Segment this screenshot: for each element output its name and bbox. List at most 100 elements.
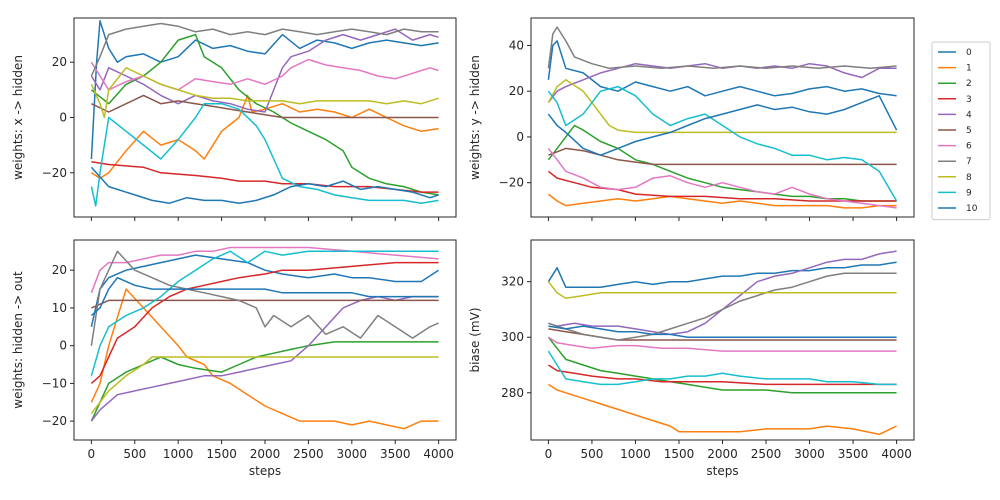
series-line-8	[90, 356, 439, 415]
series-line-5	[548, 147, 897, 166]
series-line-8	[547, 281, 897, 300]
x-axis-label: steps	[706, 464, 738, 478]
series-line-10	[90, 276, 439, 317]
x-tick-label: 4000	[423, 447, 454, 461]
series-line-0	[90, 254, 440, 327]
series-group	[547, 26, 898, 209]
series-line-0	[90, 20, 439, 160]
series-line-10	[547, 95, 898, 156]
series-line-7	[90, 22, 439, 77]
y-axis-label: weights: hidden -> out	[11, 271, 25, 409]
x-tick-label: 2000	[250, 447, 281, 461]
y-tick-label: 300	[501, 330, 524, 344]
series-line-1	[90, 94, 439, 180]
y-tick-label: 40	[509, 38, 524, 52]
x-tick-label: 0	[545, 447, 553, 461]
series-line-10	[90, 166, 439, 204]
x-tick-label: 0	[88, 447, 96, 461]
y-axis-label: biase (mV)	[468, 307, 482, 372]
series-line-2	[90, 341, 439, 422]
series-line-10	[548, 325, 897, 338]
legend-label: 5	[966, 126, 972, 136]
series-line-1	[90, 288, 439, 430]
legend-label: 3	[966, 95, 972, 105]
series-line-2	[547, 336, 897, 394]
series-line-9	[90, 102, 439, 207]
legend-label: 1	[966, 64, 972, 74]
x-tick-label: 1500	[206, 447, 237, 461]
x-tick-label: 1000	[620, 447, 651, 461]
x-tick-label: 1000	[163, 447, 194, 461]
x-tick-label: 2500	[751, 447, 782, 461]
series-line-3	[547, 170, 897, 202]
series-line-9	[90, 250, 439, 377]
series-line-9	[547, 350, 897, 386]
legend-label: 6	[966, 142, 972, 152]
legend-label: 7	[966, 157, 972, 167]
x-tick-label: 3500	[838, 447, 869, 461]
series-line-6	[90, 246, 439, 294]
x-tick-label: 500	[580, 447, 603, 461]
y-tick-label: 0	[59, 111, 67, 125]
panel-bottom-left: 0 500 1000 1500 2000 2500 3000 3500 4000 −20 −10 0 1…	[11, 239, 457, 478]
series-line-9	[547, 85, 898, 202]
legend: 0 1 2 3 4 5 6 7 8 9 10	[931, 41, 991, 221]
series-line-3	[547, 364, 897, 386]
series-line-6	[547, 336, 897, 352]
x-axis-label: steps	[249, 464, 281, 478]
series-line-2	[90, 33, 439, 196]
y-axis-label: weights: x -> hidden	[11, 55, 25, 180]
y-tick-label: 280	[501, 386, 524, 400]
series-group	[90, 20, 439, 207]
series-line-7	[548, 272, 897, 341]
series-line-4	[547, 62, 897, 104]
x-tick-label: 2500	[293, 447, 324, 461]
series-line-1	[547, 193, 897, 209]
y-tick-label: 320	[501, 275, 524, 289]
x-tick-label: 1500	[664, 447, 695, 461]
y-tick-label: 20	[509, 84, 524, 98]
series-line-5	[91, 299, 439, 309]
series-line-0	[547, 261, 897, 288]
series-line-3	[90, 261, 439, 384]
y-tick-label: 10	[52, 301, 67, 315]
x-tick-label: 3500	[380, 447, 411, 461]
y-tick-label: 20	[52, 263, 67, 277]
y-tick-label: 20	[52, 55, 67, 69]
y-tick-label: −20	[42, 414, 67, 428]
x-tick-label: 3000	[337, 447, 368, 461]
x-tick-label: 500	[123, 447, 146, 461]
series-line-1	[547, 383, 897, 436]
panel-bottom-right: 0 500 1000 1500 2000 2500 3000 3500 4000 280 300 32…	[468, 239, 915, 478]
series-line-5	[91, 94, 439, 119]
legend-label: 10	[966, 204, 978, 214]
series-line-7	[547, 26, 897, 70]
x-tick-label: 2000	[707, 447, 738, 461]
series-line-4	[90, 28, 439, 113]
y-tick-label: 0	[516, 130, 524, 144]
series-line-6	[547, 147, 897, 209]
series-group	[90, 246, 440, 430]
legend-frame	[931, 41, 991, 221]
y-tick-label: −20	[499, 176, 524, 190]
y-tick-label: −20	[42, 166, 67, 180]
x-tick-label: 3000	[794, 447, 825, 461]
series-line-4	[90, 295, 439, 422]
series-line-8	[547, 79, 897, 134]
legend-label: 4	[966, 110, 972, 120]
panel-top-left: −20 0 20 weights: x -> hidden	[11, 17, 457, 221]
legend-label: 0	[966, 48, 972, 58]
y-axis-label: weights: y -> hidden	[468, 55, 482, 180]
panel-top-right: −20 0 20 40 weights: y -> hidden	[468, 17, 915, 221]
series-line-0	[547, 40, 897, 97]
series-line-2	[547, 124, 897, 202]
legend-label: 8	[966, 173, 972, 183]
y-tick-label: 0	[59, 339, 67, 353]
series-line-5	[548, 328, 897, 341]
y-tick-label: −10	[42, 376, 67, 390]
legend-label: 2	[966, 79, 972, 89]
series-line-6	[90, 58, 439, 91]
series-line-7	[90, 250, 439, 346]
legend-label: 9	[966, 188, 972, 198]
